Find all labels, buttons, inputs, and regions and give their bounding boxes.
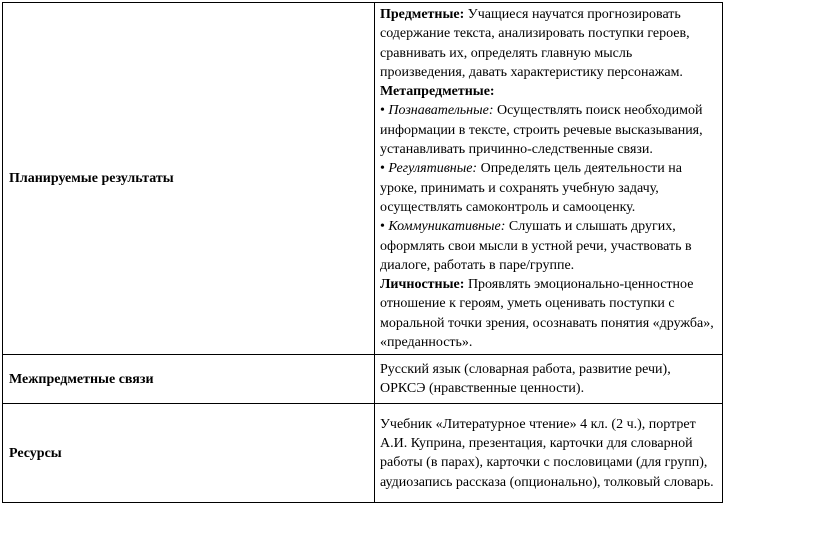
meta-results-label: Метапредметные: — [380, 84, 495, 100]
bullet-glyph: • — [380, 161, 385, 177]
communicative-text: Слушать и слышать других, оформлять свои… — [380, 219, 692, 273]
paragraph-cognitive: • Познавательные: Осуществлять поиск нео… — [380, 101, 715, 159]
paragraph-meta-results-heading: Метапредметные: — [380, 82, 715, 101]
cognitive-label: Познавательные: — [388, 103, 494, 119]
cognitive-text: Осуществлять поиск необходимой информаци… — [380, 103, 703, 158]
communicative-label: Коммуникативные: — [388, 219, 506, 235]
subject-results-text: Учащиеся научатся прогнозировать содержа… — [380, 7, 690, 80]
resources-content-cell: Учебник «Литературное чтение» 4 кл. (2 ч… — [374, 403, 723, 504]
paragraph-communicative: • Коммуникативные: Слушать и слышать дру… — [380, 217, 715, 275]
paragraph-regulative: • Регулятивные: Определять цель деятельн… — [380, 159, 715, 217]
planned-results-label: Планируемые результаты — [9, 171, 174, 187]
paragraph-personal: Личностные: Проявлять эмоционально-ценно… — [380, 275, 715, 352]
bullet-glyph: • — [380, 219, 385, 235]
personal-label: Личностные: — [380, 277, 465, 293]
interdisciplinary-links-label-cell: Межпредметные связи — [2, 354, 375, 405]
interdisciplinary-links-text: Русский язык (словарная работа, развитие… — [380, 362, 671, 397]
table-row-interdisciplinary-links: Межпредметные связи Русский язык (словар… — [2, 354, 723, 405]
planned-results-label-cell: Планируемые результаты — [2, 1, 375, 356]
interdisciplinary-links-content-cell: Русский язык (словарная работа, развитие… — [374, 354, 723, 405]
bullet-glyph: • — [380, 103, 385, 119]
resources-text: Учебник «Литературное чтение» 4 кл. (2 ч… — [380, 416, 714, 490]
interdisciplinary-links-label: Межпредметные связи — [9, 371, 154, 387]
personal-text: Проявлять эмоционально-ценностное отноше… — [380, 277, 714, 351]
table-row-planned-results: Планируемые результаты Предметные: Учащи… — [2, 1, 723, 356]
resources-label: Ресурсы — [9, 445, 62, 461]
subject-results-label: Предметные: — [380, 7, 465, 22]
table-row-resources: Ресурсы Учебник «Литературное чтение» 4 … — [2, 403, 723, 504]
resources-label-cell: Ресурсы — [2, 403, 375, 504]
paragraph-subject-results: Предметные: Учащиеся научатся прогнозиро… — [380, 5, 715, 82]
planned-results-content-cell: Предметные: Учащиеся научатся прогнозиро… — [374, 1, 723, 356]
regulative-text: Определять цель деятельности на уроке, п… — [380, 161, 682, 215]
lesson-plan-table: Планируемые результаты Предметные: Учащи… — [2, 1, 723, 504]
regulative-label: Регулятивные: — [388, 161, 478, 177]
